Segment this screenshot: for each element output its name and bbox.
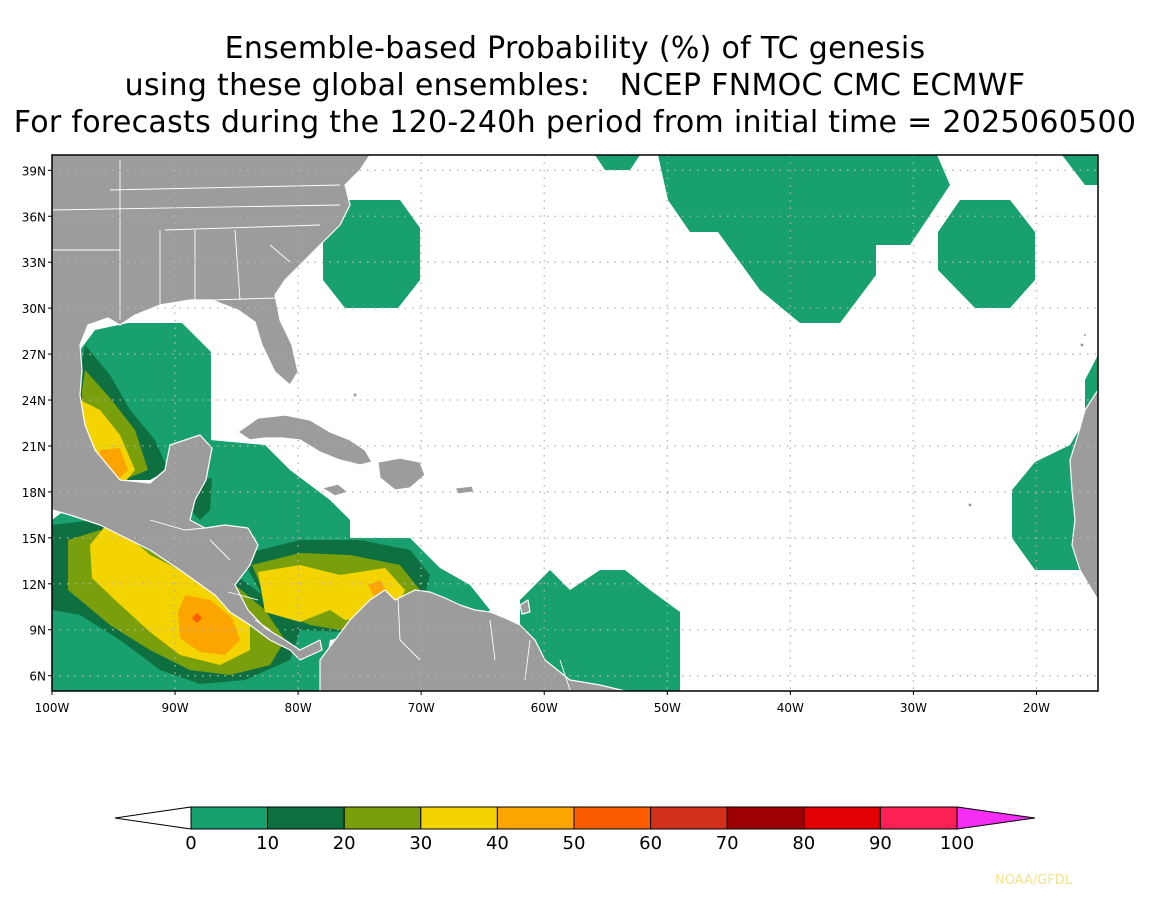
island (967, 502, 973, 508)
border-line (254, 619, 271, 631)
land-africa (1069, 389, 1098, 601)
colorbar: 0 10 20 30 40 50 60 70 80 90 100 (114, 806, 1036, 854)
island (1083, 333, 1087, 337)
colorbar-segment (420, 806, 498, 830)
lat-label: 21N (22, 440, 46, 454)
colorbar-segment (803, 806, 881, 830)
border-line (211, 297, 276, 301)
land-trinidad (519, 599, 531, 615)
border-line (234, 229, 241, 301)
border-line (397, 597, 421, 661)
colorbar-label: 60 (639, 833, 662, 854)
colorbar-label: 90 (869, 833, 892, 854)
colorbar-under-arrow (114, 806, 192, 830)
credit-label: NOAA/GFDL (995, 873, 1073, 888)
colorbar-label: 0 (185, 833, 196, 854)
prob-area-20 (192, 478, 212, 520)
border-line (269, 244, 291, 263)
lon-label: 80W (285, 701, 312, 715)
border-line (524, 639, 531, 681)
colorbar-segment (726, 806, 805, 830)
title-line-2: using these global ensembles: NCEP FNMOC… (124, 68, 1026, 103)
prob-area-10 (938, 200, 1035, 308)
longitude-axis: 100W 90W 80W 70W 60W 50W 40W 30W 20W (35, 691, 1050, 715)
lon-label: 100W (35, 701, 70, 715)
border-line (164, 224, 321, 231)
prob-area-10 (658, 155, 950, 323)
lon-label: 60W (531, 701, 558, 715)
land-puerto-rico (454, 485, 475, 495)
map-frame (51, 154, 1099, 692)
colorbar-label: 70 (716, 833, 739, 854)
colorbar-segment (573, 806, 652, 830)
border-line (559, 659, 571, 691)
lon-label: 20W (1023, 701, 1050, 715)
lon-label: 50W (654, 701, 681, 715)
lon-label: 90W (161, 701, 188, 715)
border-line (52, 204, 341, 211)
island (1079, 342, 1085, 348)
colorbar-segment (343, 806, 422, 830)
colorbar-segment (650, 806, 728, 830)
country-borders (149, 519, 571, 691)
lat-label: 15N (22, 532, 46, 546)
land-masses (52, 155, 1098, 691)
colorbar-label: 40 (486, 833, 509, 854)
colorbar-segment (190, 806, 269, 830)
state-borders (52, 160, 341, 320)
lat-label: 39N (22, 164, 46, 178)
lon-label: 30W (900, 701, 927, 715)
island (352, 392, 358, 398)
small-islands (352, 333, 1087, 508)
lat-label: 30N (22, 302, 46, 316)
border-line (489, 619, 496, 661)
colorbar-label: 30 (409, 833, 432, 854)
prob-area-50 (368, 580, 386, 598)
lat-label: 24N (22, 394, 46, 408)
prob-area-10 (595, 155, 640, 170)
prob-area-50 (178, 595, 240, 655)
title-line-3: For forecasts during the 120-240h period… (13, 105, 1137, 140)
border-line (209, 539, 231, 561)
lat-label: 36N (22, 210, 46, 224)
prob-area-60 (192, 613, 202, 623)
colorbar-segment (496, 806, 575, 830)
land-hispaniola (377, 457, 426, 491)
lon-label: 40W (777, 701, 804, 715)
colorbar-segment (267, 806, 345, 830)
lat-label: 18N (22, 486, 46, 500)
land-north-america (52, 155, 371, 661)
colorbar-over-arrow (956, 806, 1036, 830)
chart-title: Ensemble-based Probability (%) of TC gen… (0, 30, 1150, 141)
map-area (52, 155, 1098, 691)
latitude-axis: 39N 36N 33N 30N 27N 24N 21N 18N 15N 12N 9N 6N (22, 164, 52, 684)
lat-label: 12N (22, 578, 46, 592)
lat-label: 6N (29, 670, 46, 684)
border-line (109, 184, 341, 191)
colorbar-label: 80 (792, 833, 815, 854)
lat-label: 9N (29, 624, 46, 638)
land-south-america (319, 589, 626, 691)
border-line (149, 519, 206, 531)
border-line (227, 591, 259, 601)
colorbar-label: 20 (333, 833, 356, 854)
prob-area-10 (323, 200, 420, 308)
land-jamaica (321, 483, 349, 497)
colorbar-label: 10 (256, 833, 279, 854)
colorbar-label: 50 (563, 833, 586, 854)
title-line-1: Ensemble-based Probability (%) of TC gen… (224, 31, 926, 66)
colorbar-label: 100 (940, 833, 974, 854)
lon-label: 70W (408, 701, 435, 715)
colorbar-segment (879, 806, 958, 830)
lat-label: 33N (22, 256, 46, 270)
lat-label: 27N (22, 348, 46, 362)
